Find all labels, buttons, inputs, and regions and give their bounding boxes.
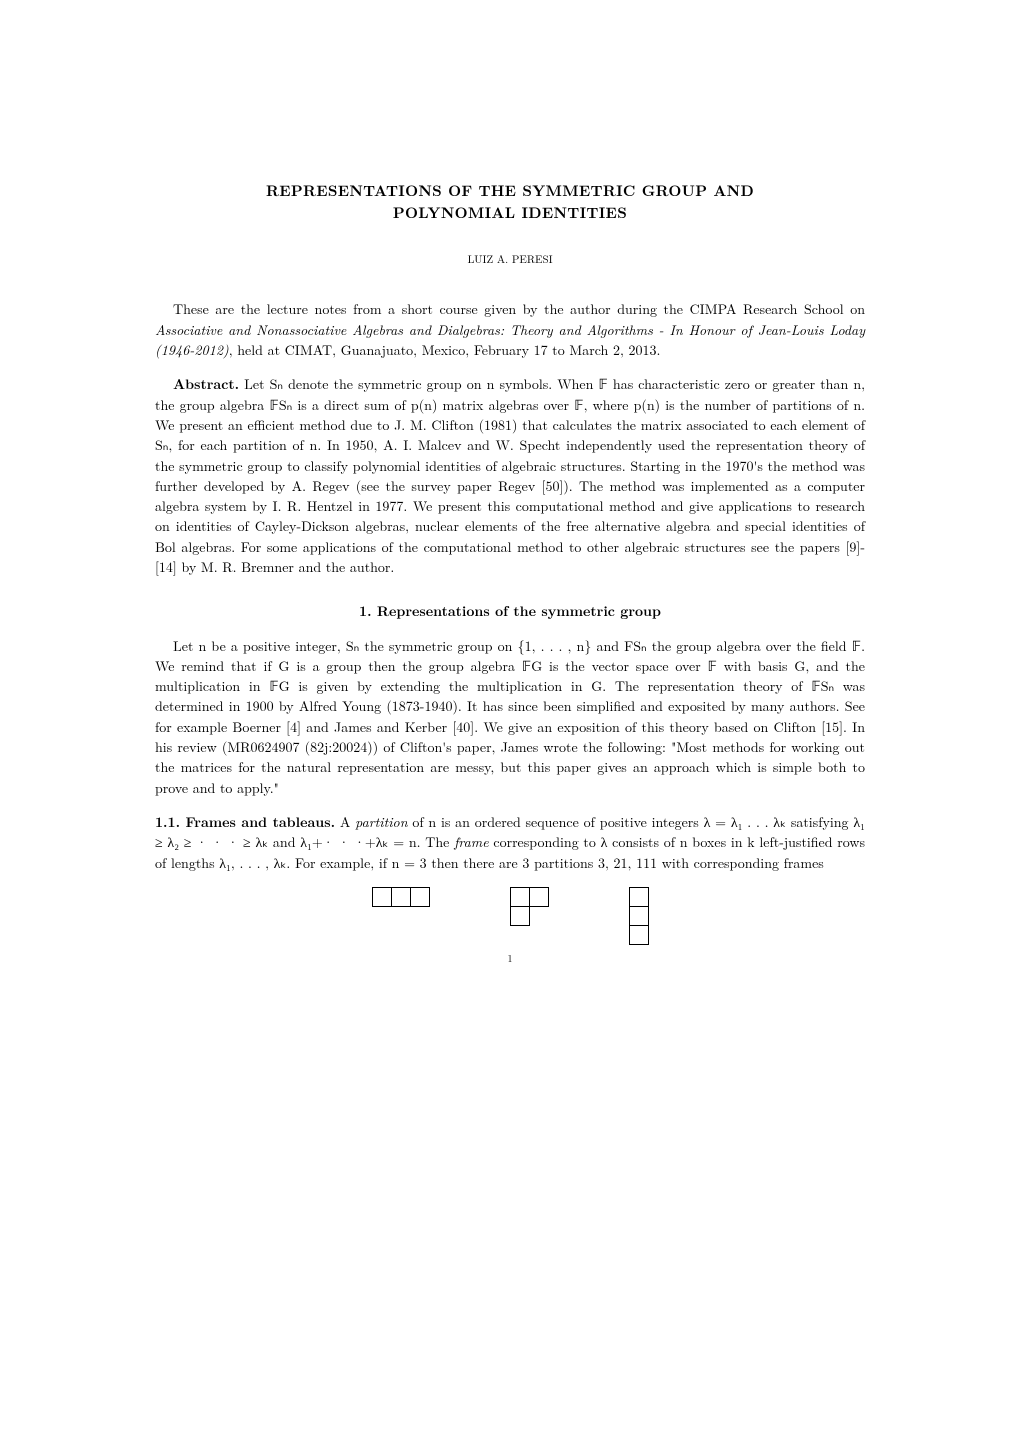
young-row [372, 887, 430, 907]
young-cell [629, 887, 649, 907]
young-cell [629, 925, 649, 945]
partition-term: partition [355, 812, 407, 832]
young-cell [629, 906, 649, 926]
title-line-1: REPRESENTATIONS OF THE SYMMETRIC GROUP A… [266, 180, 754, 201]
abstract-body: Let Sₙ denote the symmetric group on n s… [155, 374, 865, 577]
young-row [510, 907, 549, 926]
young-cell [510, 887, 530, 907]
subsection-1-1-label: 1.1. Frames and tableaus. [155, 812, 335, 832]
frame-term: frame [454, 832, 489, 852]
section-1-para-1: Let n be a positive integer, Sₙ the symm… [155, 636, 865, 798]
young-frame-111 [629, 887, 649, 945]
section-1-heading: 1. Representations of the symmetric grou… [155, 601, 865, 621]
young-row [510, 887, 549, 907]
young-cell [510, 906, 530, 926]
young-row [629, 887, 649, 907]
title-line-2: POLYNOMIAL IDENTITIES [393, 202, 627, 223]
young-cell [529, 887, 549, 907]
paper-title: REPRESENTATIONS OF THE SYMMETRIC GROUP A… [155, 180, 865, 224]
intro-paragraph: These are the lecture notes from a short… [155, 299, 865, 360]
young-cell [391, 887, 411, 907]
young-frames-row [155, 887, 865, 945]
page-number: 1 [155, 951, 865, 966]
author-name: LUIZ A. PERESI [155, 252, 865, 268]
abstract-paragraph: Abstract. Let Sₙ denote the symmetric gr… [155, 374, 865, 577]
intro-text: These are the lecture notes from a short… [173, 299, 865, 319]
subsection-1-1-body-a: A [335, 812, 355, 832]
young-row [629, 926, 649, 945]
abstract-label: Abstract. [173, 374, 239, 394]
page: REPRESENTATIONS OF THE SYMMETRIC GROUP A… [0, 0, 1020, 1045]
young-row [629, 907, 649, 926]
young-frame-21 [510, 887, 549, 926]
young-cell [410, 887, 430, 907]
young-frame-3 [372, 887, 430, 907]
young-cell [372, 887, 392, 907]
subsection-1-1: 1.1. Frames and tableaus. A partition of… [155, 812, 865, 873]
intro-tail: , held at CIMAT, Guanajuato, Mexico, Feb… [229, 340, 661, 360]
